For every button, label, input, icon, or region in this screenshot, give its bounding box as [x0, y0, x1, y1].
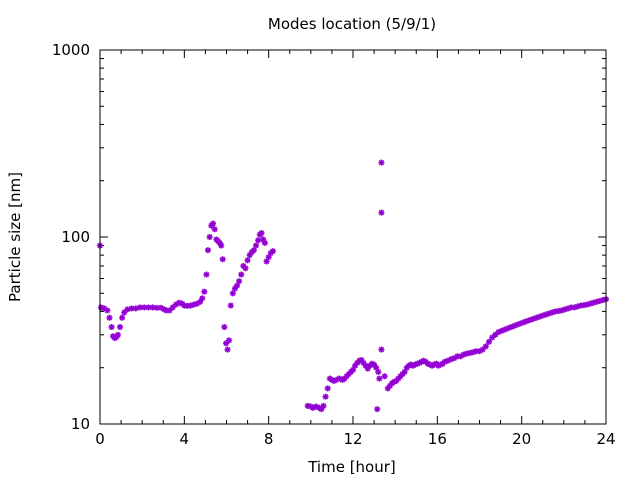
- data-point: [108, 324, 115, 331]
- data-point: [238, 271, 245, 278]
- y-axis-label: Particle size [nm]: [6, 172, 24, 302]
- data-point: [132, 305, 139, 312]
- y-tick-label: 100: [61, 228, 90, 246]
- data-point: [169, 304, 176, 311]
- data-point: [374, 406, 381, 413]
- data-point: [204, 247, 211, 254]
- data-point: [320, 402, 327, 409]
- data-point: [236, 278, 243, 285]
- data-point: [476, 348, 483, 355]
- data-point: [210, 220, 217, 227]
- y-tick-label: 1000: [52, 41, 90, 59]
- x-tick-label: 12: [343, 430, 362, 448]
- data-point: [322, 393, 329, 400]
- data-point: [124, 306, 131, 313]
- data-point: [114, 331, 121, 338]
- data-point: [199, 295, 206, 302]
- data-point: [378, 209, 385, 216]
- data-point: [244, 257, 251, 264]
- data-point: [203, 271, 210, 278]
- x-axis-label: Time [hour]: [307, 458, 396, 476]
- x-tick-label: 0: [95, 430, 105, 448]
- data-point: [253, 242, 260, 249]
- data-point: [141, 304, 148, 311]
- x-tick-label: 24: [596, 430, 615, 448]
- data-point: [224, 346, 231, 353]
- data-point: [269, 248, 276, 255]
- data-point: [378, 159, 385, 166]
- data-point: [441, 358, 448, 365]
- data-points: [97, 159, 609, 413]
- x-tick-label: 16: [428, 430, 447, 448]
- plot-frame: [99, 49, 607, 425]
- data-point: [227, 302, 234, 309]
- data-point: [485, 338, 492, 345]
- y-tick-label: 10: [71, 415, 90, 433]
- data-point: [201, 288, 208, 295]
- data-point: [226, 337, 233, 344]
- data-point: [255, 237, 262, 244]
- data-point: [221, 324, 228, 331]
- data-point: [117, 324, 124, 331]
- data-point: [482, 343, 489, 350]
- data-point: [104, 307, 111, 314]
- data-point: [149, 304, 156, 311]
- data-point: [106, 314, 113, 321]
- data-point: [261, 239, 268, 246]
- x-tick-label: 8: [264, 430, 274, 448]
- data-point: [206, 234, 213, 240]
- chart-title: Modes location (5/9/1): [268, 15, 436, 33]
- data-point: [218, 242, 225, 249]
- data-point: [375, 368, 382, 375]
- data-point: [489, 334, 496, 341]
- data-point: [229, 290, 236, 297]
- x-tick-label: 4: [180, 430, 190, 448]
- tick-group: 0 4 8 12 16 20 24 10 100 1000: [52, 41, 616, 448]
- data-point: [211, 226, 218, 233]
- data-point: [378, 346, 385, 353]
- data-point: [324, 385, 331, 392]
- x-tick-label: 20: [512, 430, 531, 448]
- data-point: [492, 331, 499, 338]
- data-point: [381, 373, 388, 380]
- data-point: [258, 230, 265, 237]
- data-point: [119, 314, 126, 321]
- data-point: [376, 375, 383, 382]
- data-point: [250, 247, 257, 254]
- data-point: [242, 265, 249, 272]
- data-point: [498, 327, 505, 334]
- data-point: [219, 256, 226, 263]
